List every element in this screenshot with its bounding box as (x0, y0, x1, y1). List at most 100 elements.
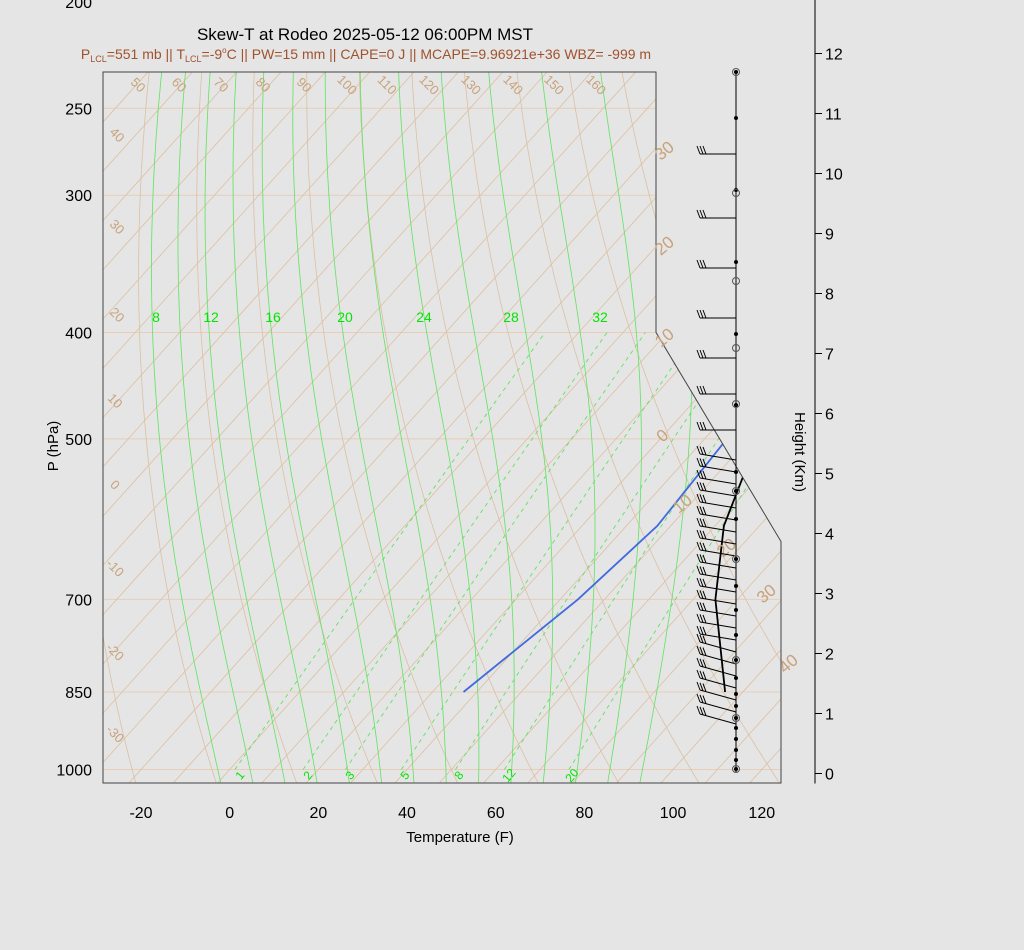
wind-barb (696, 445, 737, 461)
isotherm-label: -30 (103, 722, 127, 746)
wind-level-marker (734, 608, 738, 612)
wind-level-marker (734, 489, 738, 493)
dry-adiabat (103, 72, 178, 783)
isotherm-label: 90 (294, 74, 315, 95)
dry-adiabat (504, 72, 781, 783)
moist-adiabat-label: 16 (265, 309, 281, 325)
isotherm-label: 80 (253, 74, 274, 95)
dry-adiabat (679, 72, 781, 783)
dry-adiabat (890, 0, 1024, 793)
plot-frame (102, 71, 782, 784)
wind-barb (696, 669, 737, 689)
wind-level-ring (732, 344, 740, 352)
dry-adiabat (721, 72, 781, 783)
wind-barb (696, 309, 736, 319)
x-tick-label: -20 (129, 805, 152, 822)
isotherm-line (103, 72, 610, 783)
isotherm-label: 70 (211, 74, 232, 95)
isotherm-label: 130 (458, 72, 484, 98)
mixing-ratio-line (302, 332, 608, 770)
dry-adiabat-label: 10 (651, 324, 678, 351)
wind-level-marker (734, 716, 738, 720)
isotherm-line (154, 72, 781, 783)
dry-adiabat-label: 30 (753, 580, 780, 607)
wind-barb (696, 613, 737, 629)
dry-adiabat (138, 72, 220, 783)
wind-barb (696, 481, 737, 497)
isotherm-line (103, 72, 477, 783)
mixing-ratio-line (345, 332, 646, 770)
isotherm-line (465, 72, 781, 783)
x-tick-label: 80 (576, 805, 594, 822)
y-axis-label: P (hPa) (45, 421, 62, 472)
isotherm-line (909, 52, 1024, 803)
mixing-ratio-line (234, 332, 546, 770)
isotherm-line (103, 72, 433, 783)
dry-adiabat (594, 72, 781, 783)
wind-level-ring (732, 555, 740, 563)
wind-barb (696, 385, 736, 395)
pressure-tick-label: 400 (65, 325, 92, 342)
moist-adiabat (292, 72, 383, 783)
isotherm-label: 110 (375, 72, 400, 97)
chart-title: Skew-T at Rodeo 2025-05-12 06:00PM MST (197, 25, 533, 44)
wind-barb (696, 589, 737, 605)
dry-adiabat-label: 20 (651, 232, 678, 259)
wind-level-ring (732, 487, 740, 495)
pressure-tick-label: 700 (65, 592, 92, 609)
isotherm-label: 20 (107, 304, 128, 325)
moist-adiabat-label: 24 (416, 309, 432, 325)
isotherm-line (865, 52, 1024, 803)
height-tick-label: 10 (825, 167, 843, 184)
wind-barb (696, 505, 737, 521)
isotherm-line (103, 72, 255, 783)
moist-adiabat-label: 32 (592, 309, 608, 325)
wind-barb (696, 553, 737, 569)
wind-barb (696, 517, 737, 533)
wind-level-marker (734, 676, 738, 680)
dry-adiabat (408, 72, 625, 783)
chart-subtitle: PLCL=551 mb || TLCL=-9oC || PW=15 mm || … (81, 46, 651, 64)
wind-level-marker (734, 748, 738, 752)
isotherm-label: 50 (128, 74, 149, 95)
wind-level-ring (732, 189, 740, 197)
mixing-ratio-line (504, 332, 781, 770)
height-tick-label: 7 (825, 347, 834, 364)
isotherm-line (103, 72, 211, 783)
height-tick-label: 2 (825, 647, 834, 664)
wind-level-marker (734, 557, 738, 561)
pressure-tick-label: 1000 (56, 763, 92, 780)
wind-profile (696, 68, 740, 773)
isotherm-label: 10 (105, 390, 126, 411)
mixing-ratio-line (455, 332, 746, 770)
height-tick-label: 12 (825, 47, 843, 64)
wind-level-marker (734, 116, 738, 120)
isotherm-line (103, 72, 344, 783)
isotherm-line (953, 52, 1024, 803)
wind-barb (696, 421, 736, 431)
isotherm-label: -10 (103, 556, 127, 580)
wind-barb (696, 657, 737, 677)
mixing-ratio-label: 12 (499, 766, 519, 785)
wind-barb (696, 529, 737, 545)
dry-adiabat (196, 72, 301, 783)
axes: -200204060801001201001502002503004005007… (56, 0, 843, 822)
wind-barb (696, 469, 737, 485)
temperature-trace (714, 72, 781, 693)
isotherm-line (103, 72, 300, 783)
isotherm-line (820, 52, 1024, 803)
wind-barb (696, 705, 737, 725)
mixing-ratio-label: 1 (232, 768, 247, 782)
moist-adiabat (359, 72, 447, 783)
wind-barb (696, 625, 737, 641)
isotherm-label: 150 (541, 72, 567, 98)
moist-adiabat (324, 72, 415, 783)
isotherm-line (553, 72, 781, 783)
wind-barb (696, 209, 736, 219)
isotherm-line (642, 72, 781, 783)
isotherm-line (103, 72, 655, 783)
moist-adiabat (398, 72, 480, 783)
wind-barb (696, 145, 736, 155)
height-tick-label: 1 (825, 707, 834, 724)
